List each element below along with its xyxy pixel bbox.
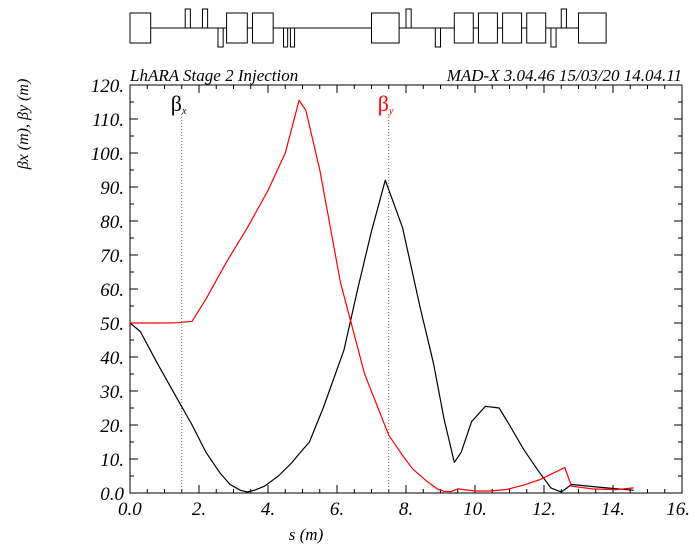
- y-tick-label: 30.: [99, 382, 124, 403]
- lattice-dipole: [477, 12, 498, 44]
- lattice-quad-defocusing: [289, 27, 296, 48]
- lattice-dipole: [251, 12, 274, 44]
- y-tick-label: 50.: [100, 314, 124, 335]
- x-axis: 0.0 2. 4. 6. 8. 10. 12. 14. 16.: [118, 85, 690, 520]
- x-tick-label: 14.: [601, 499, 625, 520]
- series-lines: [129, 99, 634, 493]
- lattice-quad-focusing: [405, 8, 412, 29]
- x-tick-label: 16.: [666, 499, 690, 520]
- y-tick-label: 70.: [100, 246, 124, 267]
- y-axis-label: βx (m), βy (m): [15, 79, 32, 171]
- x-tick-label: 4.: [261, 499, 275, 520]
- chart-title: LhARA Stage 2 Injection: [129, 66, 298, 85]
- lattice-dipole: [578, 12, 607, 44]
- y-tick-label: 110.: [92, 110, 124, 131]
- y-tick-label: 80.: [100, 212, 124, 233]
- y-tick-label: 120.: [91, 76, 124, 97]
- y-tick-label: 60.: [100, 280, 124, 301]
- series-line: [130, 99, 634, 493]
- legend-marker-lines: [181, 114, 390, 493]
- y-tick-label: 0.0: [100, 484, 124, 505]
- x-tick-label: 8.: [399, 499, 413, 520]
- lattice-dipole: [502, 12, 523, 44]
- chart-subtitle: MAD-X 3.04.46 15/03/20 14.04.11: [446, 66, 682, 85]
- x-tick-label: 2.: [192, 499, 206, 520]
- lattice-quad-focusing: [184, 8, 191, 29]
- x-axis-label: s (m): [289, 525, 324, 544]
- lattice-quad-focusing: [201, 8, 209, 29]
- lattice-dipole: [226, 12, 248, 44]
- y-tick-label: 40.: [100, 348, 124, 369]
- lattice-quad-defocusing: [217, 27, 224, 48]
- lattice-dipole: [453, 12, 474, 44]
- lattice-dipole: [526, 12, 547, 44]
- legend-entry: βx: [171, 91, 187, 117]
- lattice-dipole: [129, 12, 152, 44]
- lattice-quad-defocusing: [550, 27, 557, 48]
- series-line: [129, 179, 634, 493]
- lattice-quad-focusing: [560, 8, 567, 29]
- x-tick-label: 10.: [463, 499, 487, 520]
- y-axis: 0.0 10. 20. 30. 40. 50. 60. 70. 80. 90. 100. 110. 12…: [91, 76, 682, 505]
- y-tick-label: 90.: [100, 178, 124, 199]
- legend: βx βy: [171, 91, 394, 117]
- lattice-quad-defocusing: [283, 27, 289, 48]
- x-tick-label: 12.: [532, 499, 556, 520]
- x-tick-label: 0.0: [118, 499, 142, 520]
- y-tick-label: 10.: [100, 450, 124, 471]
- legend-entry: βy: [378, 91, 394, 117]
- y-tick-label: 20.: [100, 416, 124, 437]
- plot-frame: [129, 84, 683, 494]
- beamline-lattice: [129, 8, 607, 48]
- x-tick-label: 6.: [330, 499, 344, 520]
- lattice-dipole: [371, 12, 400, 44]
- y-tick-label: 100.: [91, 144, 124, 165]
- lattice-quad-defocusing: [434, 27, 442, 48]
